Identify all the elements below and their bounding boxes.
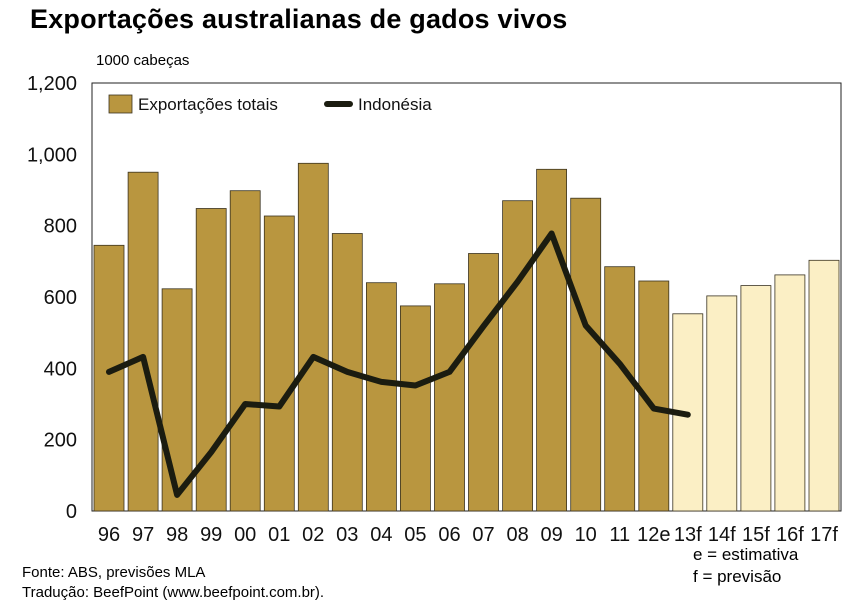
line-series-indonesia: [106, 230, 691, 498]
x-tick-label: 03: [336, 524, 358, 546]
x-tick-label: 99: [200, 524, 222, 546]
x-tick-label: 02: [302, 524, 324, 546]
source-footer: Fonte: ABS, previsões MLA Tradução: Beef…: [22, 563, 324, 603]
bar-11: [604, 266, 636, 512]
y-axis-ticks: 0 200 400 600 800 1,000 1,200: [27, 73, 77, 523]
x-tick-label: 13f: [674, 524, 702, 546]
bar-04: [365, 282, 397, 512]
source-line: Fonte: ABS, previsões MLA: [22, 564, 206, 581]
bar-06: [434, 283, 465, 512]
x-tick-label: 07: [472, 524, 494, 546]
legend-label-indonesia: Indonésia: [358, 95, 432, 114]
note-estimate: e = estimativa: [693, 545, 799, 564]
x-axis-ticks: 96 97 98 99 00 01 02 03 04 05 06 07 08 09 10 11 12e 13f 14…: [98, 524, 838, 546]
x-tick-label: 11: [609, 524, 630, 546]
bar-07: [468, 253, 499, 512]
translation-line: Tradução: BeefPoint (www.beefpoint.com.b…: [22, 584, 325, 601]
plot-border: [91, 82, 842, 512]
bar-15f: [740, 285, 772, 512]
note-forecast: f = previsão: [693, 567, 782, 586]
x-tick-label: 05: [404, 524, 426, 546]
x-tick-label: 12e: [637, 524, 670, 546]
legend-label-total-exports: Exportações totais: [138, 95, 278, 114]
x-tick-label: 10: [575, 524, 597, 546]
bar-05: [399, 305, 431, 512]
chart-notes: e = estimativa f = previsão: [693, 544, 798, 588]
chart-title: Exportações australianas de gados vivos: [30, 4, 568, 34]
bar-98: [161, 288, 193, 512]
y-axis-unit-label: 1000 cabeças: [96, 52, 190, 69]
bar-02: [297, 162, 329, 512]
y-tick-label: 1,200: [27, 73, 77, 95]
bar-17f: [808, 259, 840, 512]
bar-16f: [774, 274, 806, 512]
x-tick-label: 09: [540, 524, 562, 546]
x-tick-label: 06: [438, 524, 460, 546]
x-tick-label: 97: [132, 524, 154, 546]
x-tick-label: 01: [268, 524, 290, 546]
bar-09: [536, 168, 567, 512]
x-tick-label: 98: [166, 524, 188, 546]
bar-08: [502, 200, 534, 512]
x-tick-label: 04: [370, 524, 392, 546]
legend-swatch-total-exports: [108, 94, 133, 114]
y-tick-label: 1,000: [27, 144, 77, 166]
x-tick-label: 15f: [742, 524, 770, 546]
x-tick-label: 16f: [776, 524, 804, 546]
indonesia-line: [106, 230, 691, 498]
bar-00: [229, 190, 261, 512]
plot-frame: [91, 82, 842, 512]
x-tick-label: 14f: [708, 524, 736, 546]
bar-10: [570, 197, 602, 512]
y-tick-label: 400: [44, 358, 77, 380]
x-tick-label: 96: [98, 524, 120, 546]
bar-97: [127, 171, 159, 512]
y-tick-label: 600: [44, 287, 77, 309]
x-tick-label: 17f: [810, 524, 838, 546]
x-tick-label: 08: [506, 524, 528, 546]
y-tick-label: 800: [44, 216, 77, 238]
x-tick-label: 00: [234, 524, 256, 546]
bar-96: [93, 244, 125, 512]
bar-14f: [706, 295, 738, 512]
bar-01: [263, 215, 295, 512]
y-tick-label: 200: [44, 430, 77, 452]
y-tick-label: 0: [66, 501, 77, 523]
legend: Exportações totais Indonésia: [108, 94, 432, 114]
